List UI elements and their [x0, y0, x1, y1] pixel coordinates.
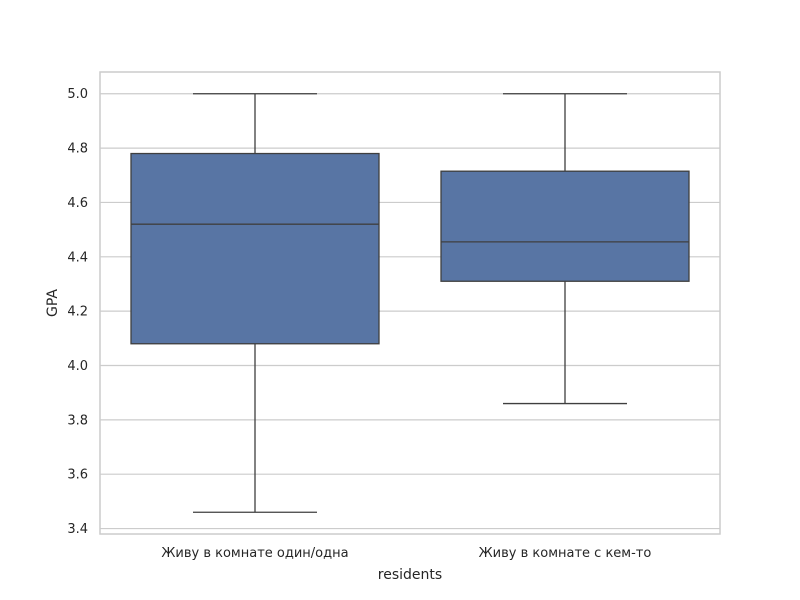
- x-tick-label: Живу в комнате с кем-то: [479, 546, 652, 561]
- boxes: [130, 93, 690, 513]
- y-tick-label: 3.6: [67, 468, 88, 483]
- x-axis-label: residents: [378, 567, 442, 583]
- iqr-box: [130, 152, 380, 345]
- y-tick-labels: 3.4 3.6 3.8 4.0 4.2 4.4 4.6 4.8 5.0: [67, 87, 88, 537]
- y-tick-label: 5.0: [67, 87, 88, 102]
- y-tick-label: 4.0: [67, 359, 88, 374]
- plot-frame: [99, 71, 721, 535]
- y-tick-label: 3.8: [67, 413, 88, 428]
- y-tick-label: 4.8: [67, 142, 88, 157]
- x-tick-labels: Живу в комнате один/одна Живу в комнате с…: [161, 546, 651, 561]
- y-tick-label: 4.2: [67, 305, 88, 320]
- box-group: [130, 93, 380, 513]
- x-tick-label: Живу в комнате один/одна: [161, 546, 348, 561]
- y-tick-label: 3.4: [67, 522, 88, 537]
- y-axis-label: GPA: [45, 289, 61, 317]
- y-tick-label: 4.4: [67, 250, 88, 265]
- box-group: [440, 93, 690, 405]
- iqr-box: [440, 170, 690, 282]
- y-tick-label: 4.6: [67, 196, 88, 211]
